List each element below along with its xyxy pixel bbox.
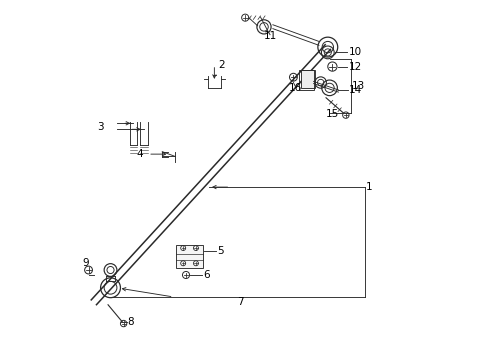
- Text: 12: 12: [347, 62, 361, 72]
- Text: 3: 3: [97, 122, 104, 132]
- Text: 13: 13: [351, 81, 365, 91]
- Bar: [176, 245, 203, 268]
- Bar: [301, 70, 314, 88]
- Text: 15: 15: [325, 109, 339, 120]
- Bar: [299, 70, 313, 90]
- Text: 11: 11: [264, 31, 277, 41]
- Text: 9: 9: [82, 258, 89, 268]
- Text: 4: 4: [137, 149, 143, 159]
- Text: 6: 6: [203, 270, 209, 280]
- Text: 16: 16: [288, 83, 302, 93]
- Text: 8: 8: [127, 318, 134, 328]
- Text: 10: 10: [347, 48, 361, 57]
- Text: 1: 1: [366, 182, 372, 192]
- Text: 5: 5: [217, 246, 224, 256]
- Text: 14: 14: [348, 85, 362, 95]
- Text: 7: 7: [237, 297, 244, 307]
- Text: 2: 2: [218, 60, 224, 70]
